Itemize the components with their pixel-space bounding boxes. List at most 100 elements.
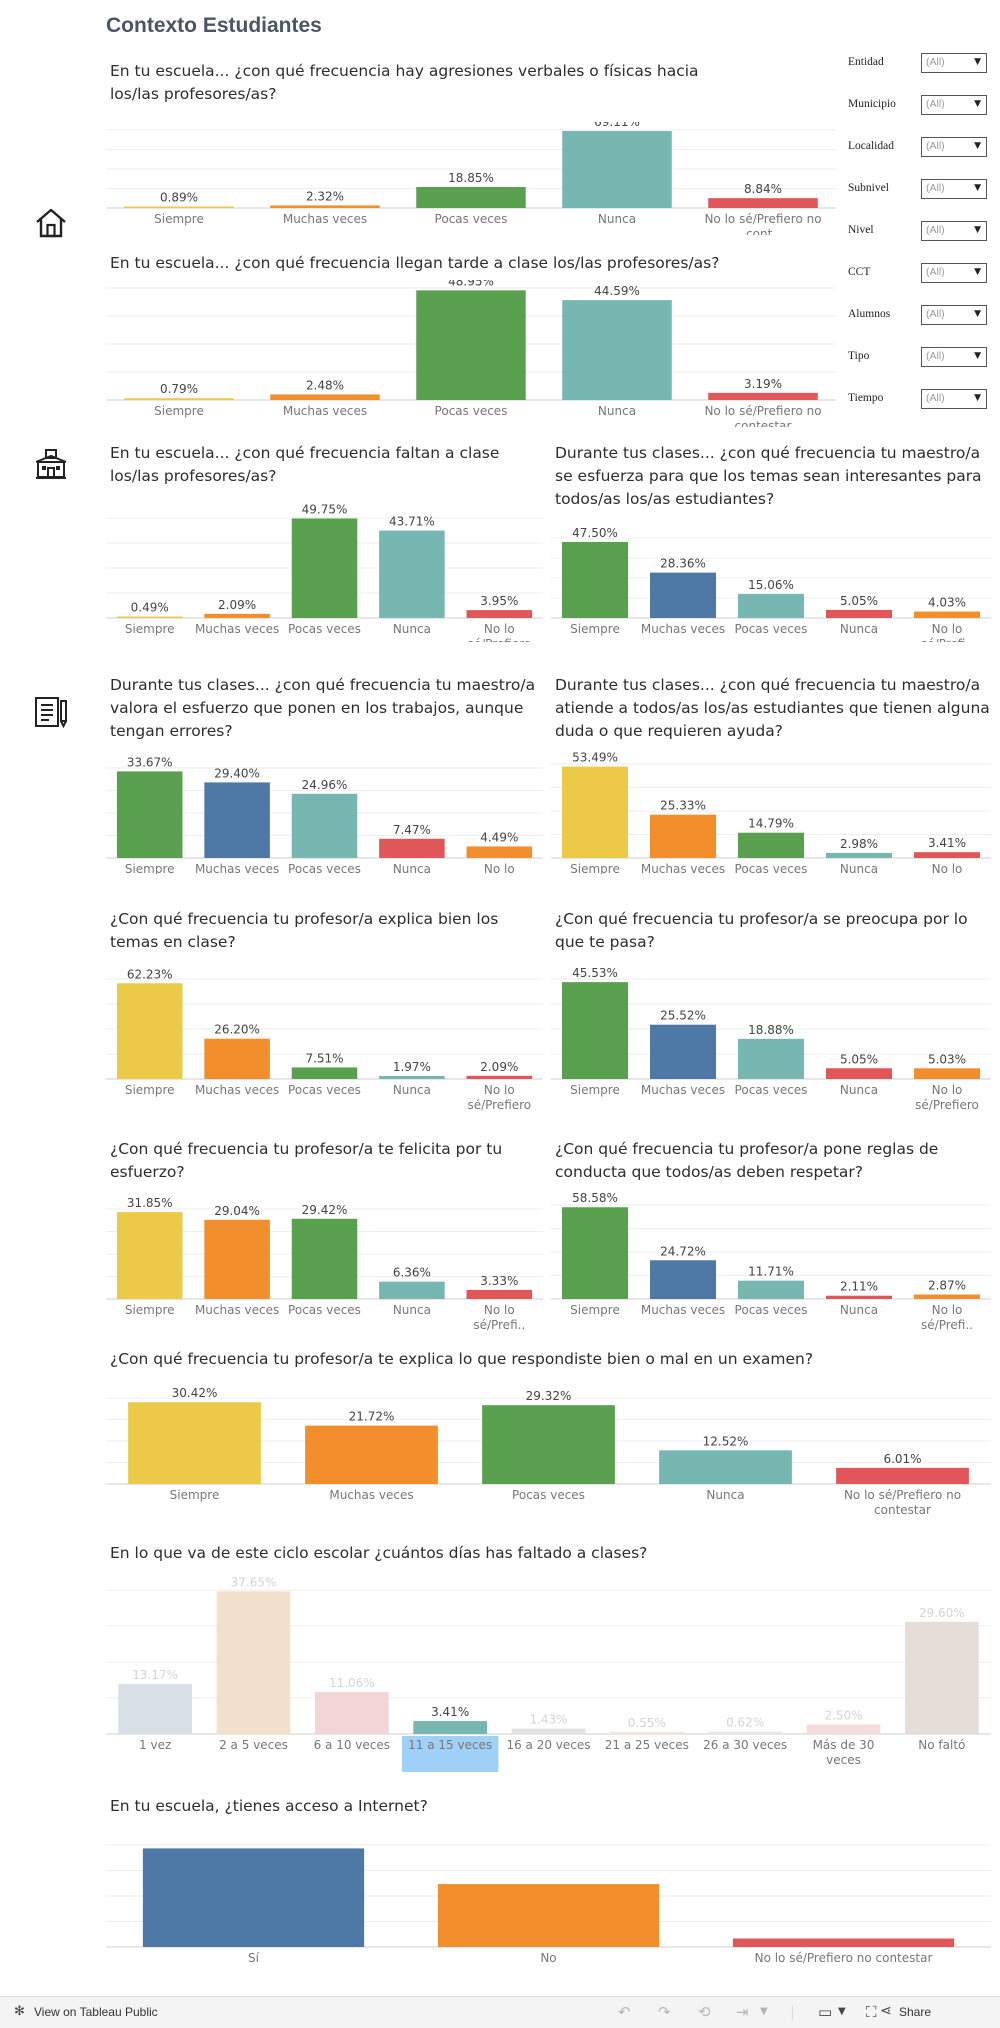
view-on-tableau-public-link[interactable]: View on Tableau Public: [34, 2005, 158, 2019]
filter-tipo-dropdown[interactable]: (All) ▼: [921, 347, 987, 367]
bar[interactable]: [708, 198, 818, 208]
bar[interactable]: [466, 846, 533, 858]
bar[interactable]: [562, 130, 672, 208]
bar[interactable]: [650, 814, 716, 858]
bar[interactable]: [416, 290, 526, 400]
bar[interactable]: [708, 1731, 783, 1734]
filter-subnivel-dropdown[interactable]: (All) ▼: [921, 179, 987, 199]
bar[interactable]: [650, 572, 716, 618]
bar[interactable]: [204, 613, 270, 618]
category-label: Muchas veces: [641, 622, 725, 636]
bar[interactable]: [738, 593, 804, 618]
bar[interactable]: [437, 1884, 660, 1947]
filter-localidad-dropdown[interactable]: (All) ▼: [921, 137, 987, 157]
bar[interactable]: [128, 1402, 261, 1484]
bar[interactable]: [562, 1207, 628, 1299]
bar[interactable]: [562, 766, 628, 858]
undo-icon[interactable]: ↶: [618, 2003, 631, 2021]
chevron-down-icon[interactable]: ▼: [838, 2006, 846, 2017]
category-label: No: [540, 1951, 556, 1965]
bar[interactable]: [466, 1075, 533, 1079]
filter-entidad-dropdown[interactable]: (All) ▼: [921, 53, 987, 73]
bar[interactable]: [270, 205, 380, 208]
bar[interactable]: [204, 782, 270, 858]
bar[interactable]: [708, 392, 818, 400]
bar[interactable]: [124, 398, 234, 400]
bar[interactable]: [826, 1068, 892, 1079]
category-label: sé/Prefi..: [473, 1318, 525, 1332]
filter-label: Entidad: [848, 56, 884, 68]
bar[interactable]: [291, 793, 358, 858]
bar[interactable]: [914, 1294, 980, 1299]
bar[interactable]: [562, 542, 628, 618]
bar[interactable]: [118, 1684, 193, 1734]
bar[interactable]: [836, 1467, 969, 1484]
bar[interactable]: [416, 186, 526, 208]
bar[interactable]: [142, 1848, 365, 1947]
bar[interactable]: [216, 1591, 291, 1734]
chevron-down-icon[interactable]: ▼: [760, 2006, 768, 2017]
bar[interactable]: [116, 771, 183, 858]
bar[interactable]: [738, 1280, 804, 1299]
chart-llegan-tarde: En tu escuela... ¿con qué frecuencia lle…: [106, 252, 836, 427]
bar[interactable]: [204, 1038, 270, 1079]
bar[interactable]: [738, 832, 804, 858]
bar[interactable]: [379, 1075, 445, 1079]
bar[interactable]: [379, 838, 445, 858]
bar[interactable]: [914, 1068, 980, 1079]
bar[interactable]: [914, 852, 980, 858]
filter-municipio-dropdown[interactable]: (All) ▼: [921, 95, 987, 115]
bar[interactable]: [466, 1289, 533, 1299]
comment-icon[interactable]: ▭: [818, 2003, 833, 2021]
bar[interactable]: [562, 300, 672, 400]
bar[interactable]: [270, 394, 380, 400]
bar[interactable]: [609, 1731, 684, 1734]
bar[interactable]: [826, 1295, 892, 1299]
bar[interactable]: [116, 616, 183, 619]
bar[interactable]: [291, 1067, 358, 1079]
chevron-down-icon: ▼: [974, 351, 981, 361]
filter-value: (All): [926, 350, 945, 362]
bar[interactable]: [379, 530, 445, 618]
filter-nivel-dropdown[interactable]: (All) ▼: [921, 221, 987, 241]
bar[interactable]: [738, 1038, 804, 1079]
bar[interactable]: [314, 1692, 389, 1734]
bar[interactable]: [482, 1405, 615, 1484]
bar-value-label: 21.72%: [349, 1410, 395, 1424]
bar[interactable]: [305, 1425, 438, 1484]
filter-alumnos-dropdown[interactable]: (All) ▼: [921, 305, 987, 325]
bar-value-label: 0.62%: [726, 1716, 764, 1730]
redo-icon[interactable]: ↷: [658, 2003, 671, 2021]
bar[interactable]: [904, 1621, 979, 1734]
bar[interactable]: [826, 852, 892, 858]
bar[interactable]: [650, 1024, 716, 1079]
bar[interactable]: [116, 1212, 183, 1299]
refresh-icon[interactable]: ⇥: [736, 2003, 749, 2021]
bar-value-label: 33.67%: [127, 755, 173, 769]
bar[interactable]: [466, 610, 533, 618]
filter-tiempo: Tiempo (All) ▼: [845, 388, 995, 412]
bar[interactable]: [291, 1218, 358, 1299]
bar[interactable]: [650, 1260, 716, 1299]
filter-cct-dropdown[interactable]: (All) ▼: [921, 263, 987, 283]
bar[interactable]: [806, 1724, 881, 1734]
bar[interactable]: [379, 1281, 445, 1299]
filter-tiempo-dropdown[interactable]: (All) ▼: [921, 389, 987, 409]
share-button[interactable]: Share: [899, 2005, 932, 2019]
bar[interactable]: [659, 1450, 792, 1484]
bar-chart-reglas-conducta: 58.58% Siempre 24.72% Muchas veces 11.71% Poc…: [551, 1193, 991, 1332]
bar[interactable]: [413, 1721, 488, 1734]
fullscreen-icon[interactable]: ⛶: [866, 2003, 877, 2021]
bar[interactable]: [914, 611, 980, 618]
bar[interactable]: [116, 983, 183, 1079]
bar[interactable]: [511, 1728, 586, 1734]
bar[interactable]: [562, 982, 628, 1079]
bar[interactable]: [732, 1938, 955, 1948]
bar[interactable]: [291, 518, 358, 619]
revert-icon[interactable]: ⟲: [698, 2003, 711, 2021]
bar[interactable]: [826, 609, 892, 618]
bar[interactable]: [124, 206, 234, 209]
bar[interactable]: [204, 1219, 270, 1299]
share-icon[interactable]: ⋖: [880, 2003, 892, 2019]
bar-value-label: 3.19%: [744, 377, 782, 391]
